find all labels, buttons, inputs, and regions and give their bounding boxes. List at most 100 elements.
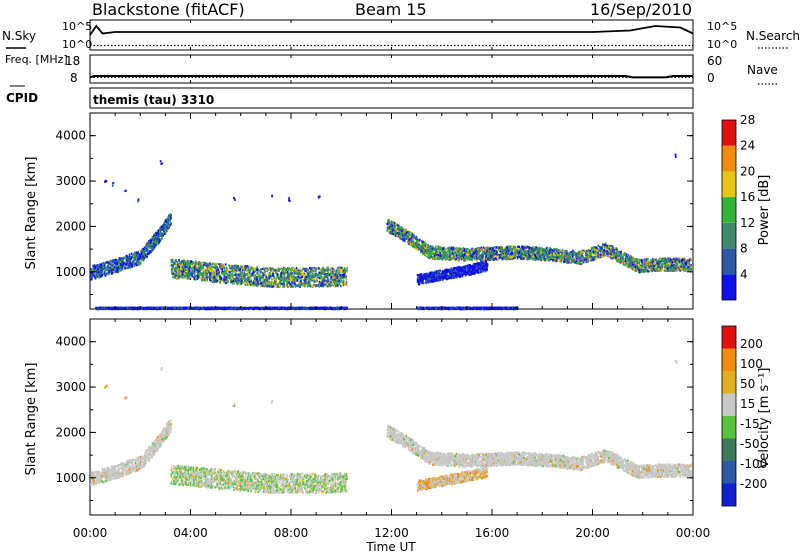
range-cell	[288, 273, 291, 276]
range-cell	[159, 240, 161, 243]
range-cell	[465, 252, 468, 255]
range-cell	[551, 252, 554, 255]
range-cell	[521, 250, 524, 253]
range-cell	[428, 256, 430, 259]
range-cell	[319, 281, 322, 284]
range-cell	[245, 266, 247, 269]
range-cell	[157, 236, 159, 239]
range-cell	[299, 284, 302, 287]
range-cell	[333, 282, 336, 285]
range-cell	[165, 220, 167, 224]
range-cell	[312, 278, 315, 281]
range-cell	[221, 266, 223, 269]
range-cell	[504, 257, 506, 260]
range-cell	[137, 256, 139, 259]
range-cell	[290, 274, 292, 277]
range-cell	[112, 259, 114, 262]
range-cell	[277, 283, 279, 286]
range-cell	[277, 275, 280, 278]
range-cell	[326, 282, 329, 285]
range-cell	[206, 279, 208, 282]
range-cell	[395, 234, 397, 237]
range-cell	[275, 282, 277, 285]
range-cell	[307, 268, 309, 271]
range-cell	[522, 249, 525, 252]
range-cell	[271, 271, 274, 274]
range-cell	[96, 270, 98, 273]
range-cell	[171, 264, 174, 267]
range-cell	[173, 261, 176, 264]
range-cell	[214, 276, 216, 279]
range-cell	[518, 247, 521, 250]
range-cell	[189, 269, 191, 272]
range-cell	[139, 256, 141, 259]
range-cell	[162, 233, 164, 236]
range-cell	[320, 283, 323, 286]
range-cell	[127, 265, 130, 268]
range-cell	[195, 275, 197, 278]
range-cell	[183, 266, 185, 269]
range-cell	[464, 251, 466, 254]
range-cell	[633, 268, 635, 271]
range-cell	[211, 268, 214, 272]
range-cell	[304, 282, 306, 285]
range-cell	[282, 268, 285, 271]
range-cell	[256, 284, 258, 287]
range-cell	[302, 273, 305, 276]
range-cell	[167, 215, 170, 218]
range-cell	[428, 245, 430, 248]
range-cell	[283, 273, 286, 276]
range-cell	[587, 249, 589, 252]
range-cell	[167, 225, 170, 228]
range-cell	[179, 274, 182, 277]
range-cell	[138, 259, 140, 262]
range-cell	[652, 266, 654, 269]
range-cell	[293, 277, 295, 281]
range-cell	[258, 279, 260, 282]
range-cell	[90, 268, 93, 271]
range-cell	[257, 274, 260, 277]
range-cell	[553, 257, 555, 260]
range-cell	[225, 269, 228, 272]
range-cell	[297, 275, 300, 279]
range-cell	[165, 227, 168, 230]
range-cell	[217, 279, 220, 282]
range-cell	[228, 271, 231, 274]
range-cell	[282, 275, 285, 278]
range-cell	[216, 277, 218, 280]
range-cell	[225, 281, 228, 284]
range-cell	[151, 245, 153, 248]
range-cell	[246, 277, 248, 280]
range-cell	[429, 245, 432, 248]
range-cell	[289, 277, 292, 280]
range-cell	[388, 219, 390, 222]
range-cell	[183, 265, 185, 268]
range-cell	[485, 255, 487, 258]
range-cell	[200, 269, 203, 272]
range-cell	[231, 281, 233, 284]
range-cell	[503, 247, 506, 250]
range-cell	[146, 245, 148, 248]
range-cell	[222, 268, 225, 271]
range-cell	[284, 277, 287, 280]
range-cell	[204, 269, 207, 272]
range-cell	[219, 281, 221, 284]
range-cell	[549, 249, 551, 252]
range-cell	[149, 250, 151, 253]
range-cell	[164, 219, 167, 222]
range-cell	[340, 274, 343, 277]
range-cell	[270, 269, 272, 272]
range-cell	[612, 257, 614, 260]
range-cell	[179, 269, 182, 272]
range-cell	[687, 269, 690, 273]
range-cell	[553, 258, 555, 261]
range-cell	[238, 265, 241, 268]
range-cell	[451, 247, 454, 250]
range-cell	[490, 252, 492, 255]
range-cell	[270, 275, 272, 278]
range-cell	[198, 264, 200, 267]
range-cell	[159, 238, 162, 241]
range-cell	[665, 260, 668, 263]
range-cell	[266, 281, 268, 284]
range-cell	[472, 255, 475, 259]
